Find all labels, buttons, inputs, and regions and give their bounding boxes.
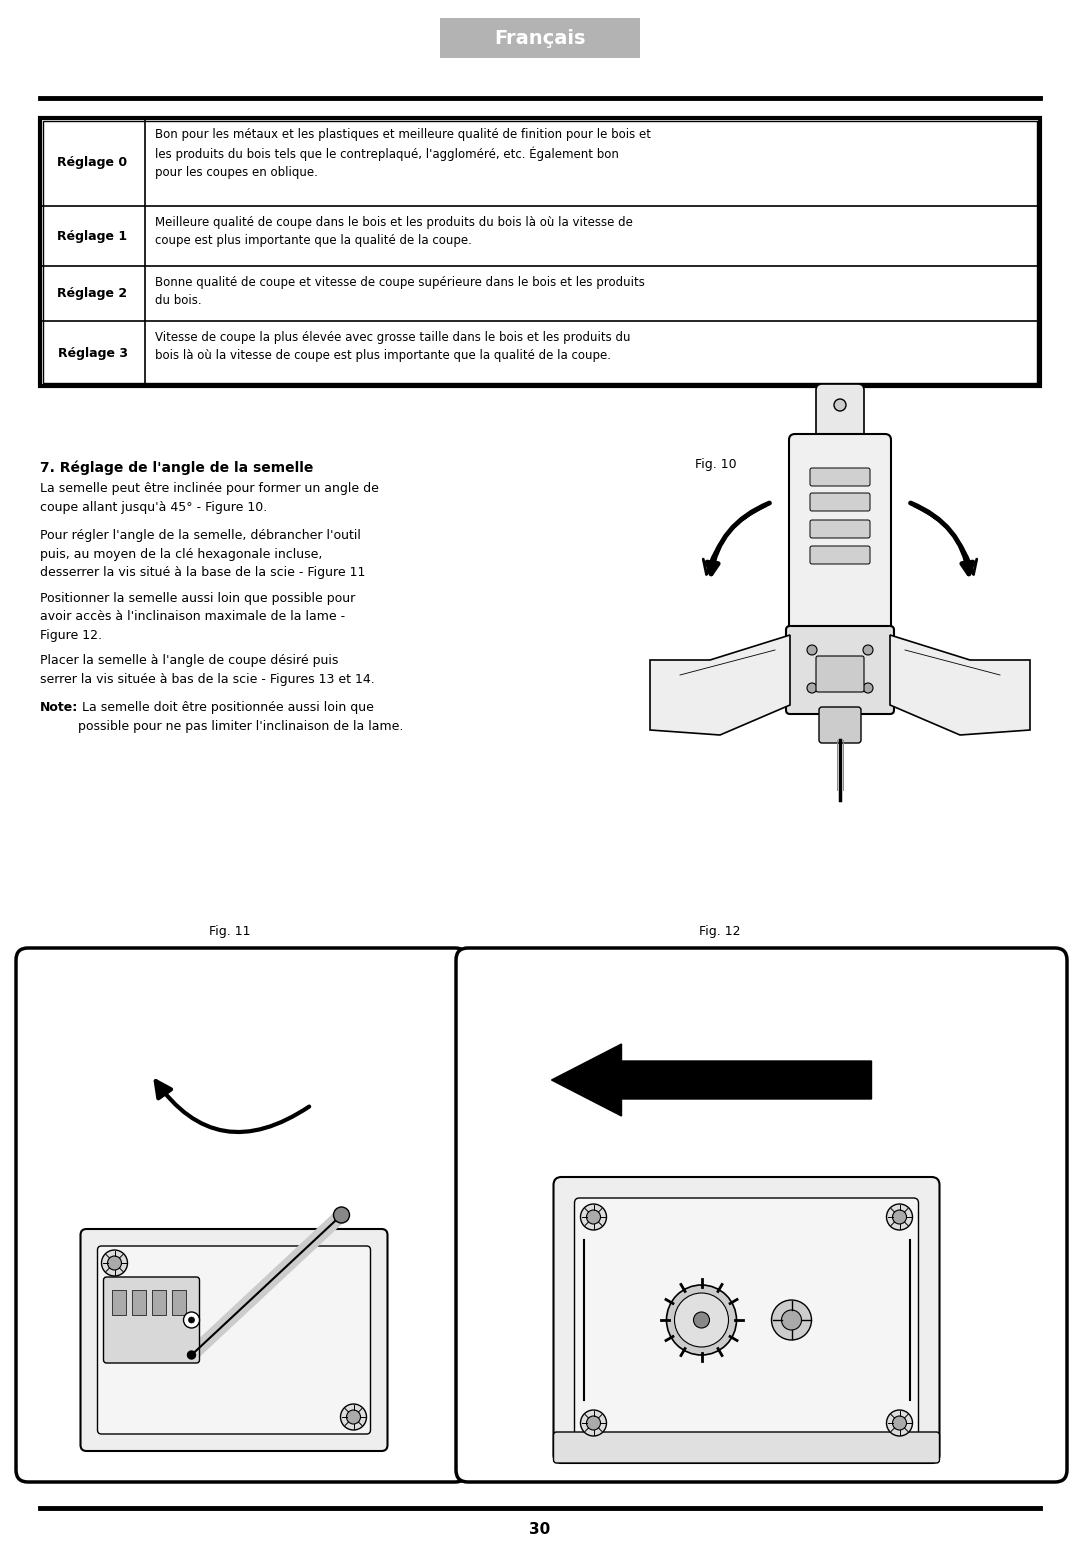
Text: La semelle doit être positionnée aussi loin que
possible pour ne pas limiter l'i: La semelle doit être positionnée aussi l… [78, 702, 403, 733]
Circle shape [189, 1317, 194, 1323]
Polygon shape [890, 635, 1030, 734]
FancyBboxPatch shape [16, 948, 467, 1482]
Bar [132, 1290, 146, 1315]
Text: Français: Français [495, 28, 585, 48]
FancyBboxPatch shape [810, 493, 870, 511]
Text: Meilleure qualité de coupe dans le bois et les produits du bois là où la vitesse: Meilleure qualité de coupe dans le bois … [156, 215, 633, 246]
Text: Pour régler l'angle de la semelle, débrancher l'outil
puis, au moyen de la clé h: Pour régler l'angle de la semelle, débra… [40, 530, 365, 579]
Text: Réglage 3: Réglage 3 [57, 347, 127, 359]
Bar [440, 19, 640, 57]
FancyBboxPatch shape [456, 948, 1067, 1482]
Polygon shape [650, 635, 789, 734]
FancyBboxPatch shape [816, 384, 864, 446]
Circle shape [666, 1286, 737, 1355]
Circle shape [807, 683, 816, 692]
Circle shape [693, 1312, 710, 1327]
FancyBboxPatch shape [819, 706, 861, 744]
Circle shape [108, 1256, 121, 1270]
Circle shape [892, 1416, 906, 1430]
Circle shape [347, 1410, 361, 1424]
Circle shape [184, 1312, 200, 1327]
Circle shape [102, 1250, 127, 1276]
Circle shape [675, 1293, 729, 1348]
Text: Fig. 11: Fig. 11 [210, 925, 251, 939]
Text: Positionner la semelle aussi loin que possible pour
avoir accès à l'inclinaison : Positionner la semelle aussi loin que po… [40, 592, 355, 641]
Circle shape [334, 1207, 350, 1224]
Circle shape [887, 1204, 913, 1230]
Circle shape [581, 1410, 607, 1436]
Text: Réglage 0: Réglage 0 [57, 155, 127, 169]
Text: Fig. 12: Fig. 12 [699, 925, 741, 939]
Bar [111, 1290, 125, 1315]
Text: Fig. 10: Fig. 10 [696, 459, 737, 471]
FancyBboxPatch shape [789, 434, 891, 637]
Text: Placer la semelle à l'angle de coupe désiré puis
serrer la vis située à bas de l: Placer la semelle à l'angle de coupe dés… [40, 654, 375, 686]
FancyArrow shape [552, 1044, 872, 1115]
Circle shape [586, 1416, 600, 1430]
FancyBboxPatch shape [554, 1431, 940, 1462]
Text: Bonne qualité de coupe et vitesse de coupe supérieure dans le bois et les produi: Bonne qualité de coupe et vitesse de cou… [156, 276, 645, 307]
Text: La semelle peut être inclinée pour former un angle de
coupe allant jusqu'à 45° -: La semelle peut être inclinée pour forme… [40, 482, 379, 514]
FancyBboxPatch shape [554, 1177, 940, 1462]
FancyBboxPatch shape [786, 626, 894, 714]
Circle shape [581, 1204, 607, 1230]
Text: 7. Réglage de l'angle de la semelle: 7. Réglage de l'angle de la semelle [40, 460, 313, 474]
FancyBboxPatch shape [810, 520, 870, 538]
Circle shape [188, 1351, 195, 1358]
Circle shape [863, 644, 873, 655]
FancyBboxPatch shape [575, 1197, 918, 1442]
FancyBboxPatch shape [816, 655, 864, 692]
Circle shape [782, 1310, 801, 1331]
Circle shape [340, 1403, 366, 1430]
Bar [151, 1290, 165, 1315]
Text: Bon pour les métaux et les plastiques et meilleure qualité de finition pour le b: Bon pour les métaux et les plastiques et… [156, 129, 651, 180]
Circle shape [586, 1210, 600, 1224]
Circle shape [834, 400, 846, 410]
Bar [40, 118, 1040, 386]
Circle shape [892, 1210, 906, 1224]
FancyBboxPatch shape [104, 1276, 200, 1363]
Circle shape [771, 1300, 811, 1340]
Text: Réglage 1: Réglage 1 [57, 229, 127, 243]
FancyBboxPatch shape [81, 1228, 388, 1451]
Circle shape [887, 1410, 913, 1436]
FancyBboxPatch shape [810, 545, 870, 564]
Text: Note:: Note: [40, 702, 78, 714]
Bar [172, 1290, 186, 1315]
Circle shape [863, 683, 873, 692]
Text: Vitesse de coupe la plus élevée avec grosse taille dans le bois et les produits : Vitesse de coupe la plus élevée avec gro… [156, 331, 631, 362]
FancyBboxPatch shape [97, 1245, 370, 1434]
FancyBboxPatch shape [810, 468, 870, 486]
Text: Réglage 2: Réglage 2 [57, 287, 127, 301]
Bar [43, 121, 1037, 383]
Circle shape [807, 644, 816, 655]
Text: 30: 30 [529, 1523, 551, 1538]
